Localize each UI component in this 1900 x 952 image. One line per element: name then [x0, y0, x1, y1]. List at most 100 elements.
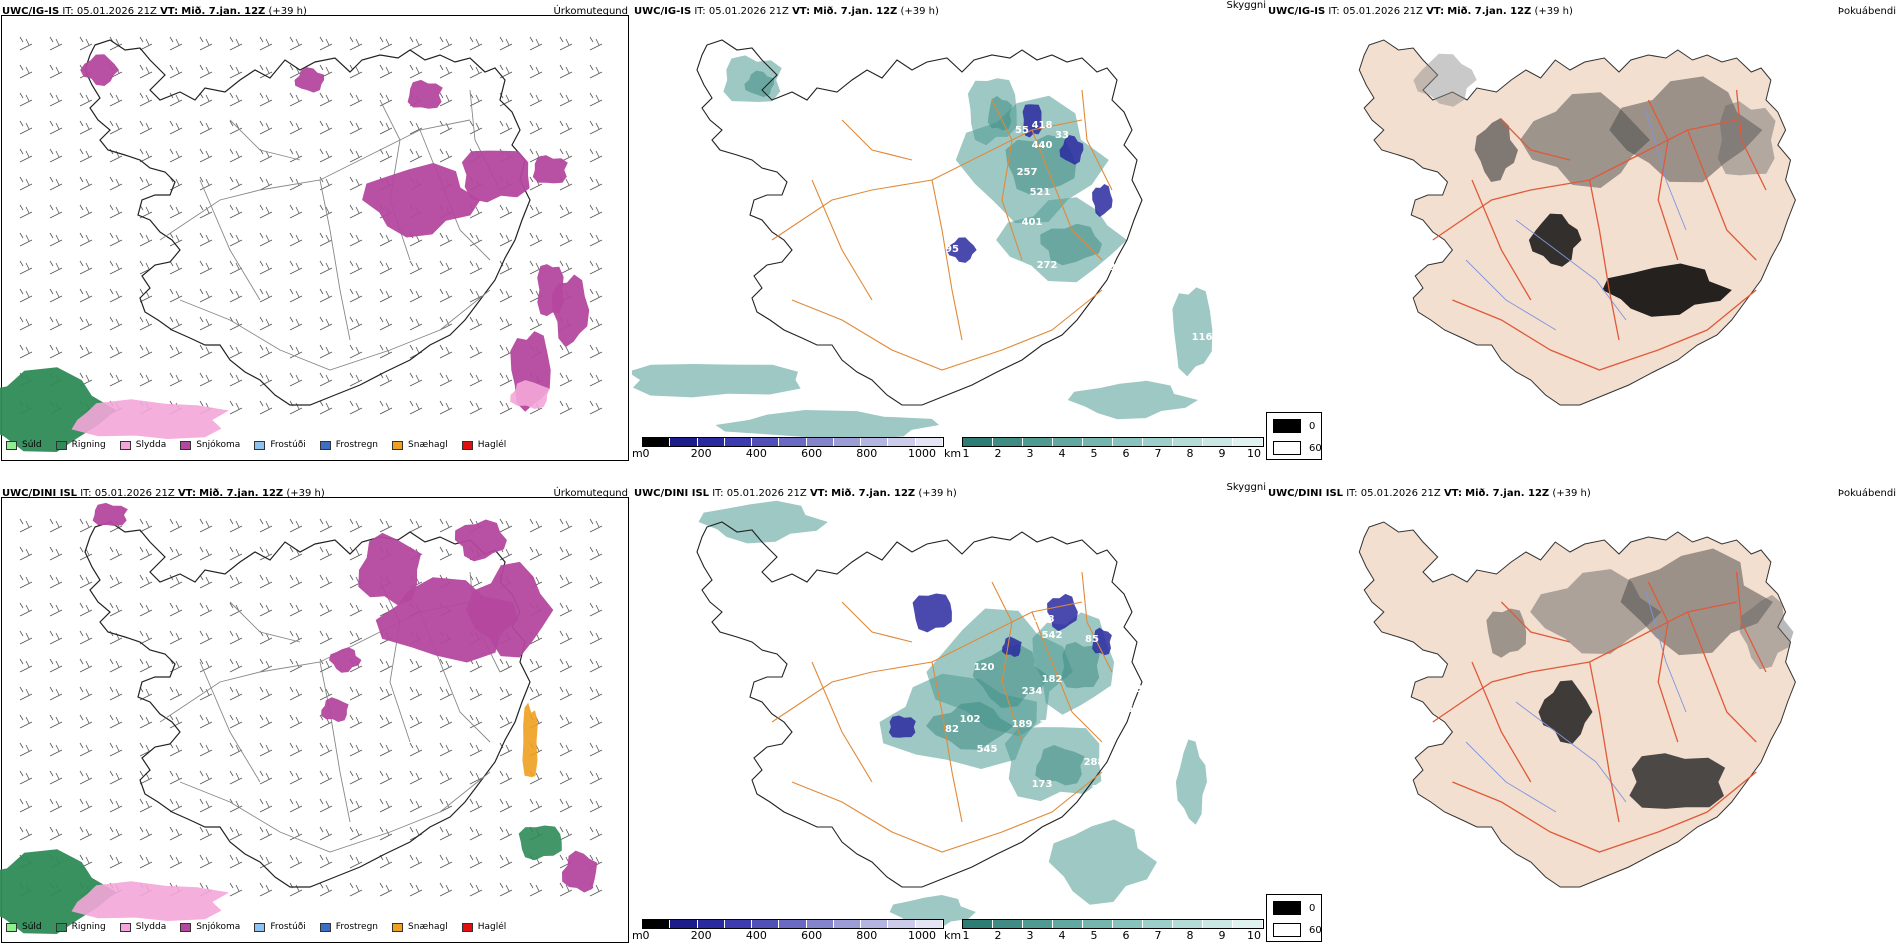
lead-time: (+39 h) [918, 488, 957, 499]
road-line [791, 289, 1103, 371]
ceiling-value-label: 338 [1102, 262, 1123, 273]
ceiling-unit: m [632, 447, 643, 460]
wind-barb [79, 260, 93, 275]
wind-barb [19, 742, 33, 757]
wind-barb [469, 36, 483, 51]
iceland-outline [696, 521, 1143, 888]
wind-barb [259, 826, 273, 841]
forecast-row-bottom: UWC/DINI ISL IT: 05.01.2026 21Z VT: Mið.… [0, 482, 1900, 952]
wind-barb [529, 316, 543, 331]
road-line [1081, 89, 1113, 191]
precip-legend: Súld Rigning Slydda Snjókoma Frostúði Frostre… [6, 918, 520, 936]
precip-legend-item: Frostregn [319, 440, 378, 450]
wind-barb [259, 372, 273, 387]
wind-barb [289, 686, 303, 701]
ceiling-value-label: 288 [1017, 282, 1038, 293]
wind-barb [439, 344, 453, 359]
fog-areas [1413, 53, 1776, 317]
area-patch [1092, 184, 1113, 217]
wind-barb [49, 546, 63, 561]
colorbar-cell [724, 920, 753, 928]
wind-barb [319, 344, 333, 359]
wind-barb [49, 344, 63, 359]
wind-barb [349, 36, 363, 51]
road-line [1452, 289, 1757, 371]
wind-barb [529, 36, 543, 51]
wind-barb [169, 36, 183, 51]
wind-barb [169, 854, 183, 869]
wind-barb [109, 714, 123, 729]
wind-barb [139, 518, 153, 533]
precip-legend-item: Súld [6, 922, 42, 932]
wind-barb [139, 602, 153, 617]
it-value: 05.01.2026 21Z [1342, 6, 1423, 17]
wind-barb [139, 232, 153, 247]
wind-barb [589, 630, 603, 645]
colorbar-tick: 8 [1186, 929, 1194, 942]
wind-barb [589, 574, 603, 589]
roads [159, 571, 501, 853]
wind-barb [349, 204, 363, 219]
wind-barb [349, 882, 363, 897]
colorbar-tick: 6 [1122, 447, 1130, 460]
wind-barb [229, 36, 243, 51]
wind-barb [19, 714, 33, 729]
roads [159, 89, 501, 371]
ceiling-value-label: 173 [1032, 779, 1053, 790]
wind-barb [49, 176, 63, 191]
road-line [1735, 571, 1767, 673]
colorbar-tick: 9 [1218, 447, 1226, 460]
wind-barb [229, 518, 243, 533]
colorbar-tick: 5 [1090, 929, 1098, 942]
ceiling-value-label: 82 [945, 724, 959, 735]
area-patch [1629, 753, 1726, 809]
precip-legend-item: Snjókoma [180, 440, 240, 450]
wind-barb [229, 260, 243, 275]
wind-barb [469, 232, 483, 247]
wind-barb [109, 372, 123, 387]
fog-legend-item: 0 [1273, 419, 1315, 433]
wind-barb [499, 120, 513, 135]
wind-barb [319, 882, 333, 897]
wind-barb [229, 64, 243, 79]
wind-barb [19, 770, 33, 785]
wind-barb [19, 826, 33, 841]
colorbar-tick: 6 [1122, 929, 1130, 942]
colorbar-tick: 3 [1026, 447, 1034, 460]
wind-barb [49, 288, 63, 303]
wind-barb [559, 882, 573, 897]
wind-barb [19, 232, 33, 247]
wind-barb [559, 204, 573, 219]
wind-barb [259, 92, 273, 107]
wind-barb [559, 658, 573, 673]
colorbar-tick: 10 [1247, 447, 1261, 460]
legend-label: Slydda [135, 922, 167, 932]
vt-value: Mið. 7.jan. 12Z [181, 6, 266, 17]
wind-barb [109, 92, 123, 107]
wind-barb [559, 602, 573, 617]
wind-barb [379, 686, 393, 701]
wind-barb [319, 400, 333, 415]
wind-barb [19, 798, 33, 813]
wind-barb [289, 602, 303, 617]
wind-barb [139, 546, 153, 561]
wind-barb [259, 176, 273, 191]
vt-label: VT: [177, 488, 196, 499]
road-line [931, 661, 963, 823]
wind-barb [19, 36, 33, 51]
model-name: UWC/IG-IS [1268, 6, 1326, 17]
colorbar-tick: 5 [1090, 447, 1098, 460]
wind-barb [79, 36, 93, 51]
wind-barb [109, 120, 123, 135]
wind-barb [139, 658, 153, 673]
wind-barb [319, 742, 333, 757]
wind-barb [259, 204, 273, 219]
area-patch [1620, 548, 1773, 656]
wind-barb [139, 344, 153, 359]
legend-swatch [461, 922, 473, 932]
wind-barb [409, 64, 423, 79]
wind-barb [319, 770, 333, 785]
wind-barb [439, 882, 453, 897]
wind-barb [49, 92, 63, 107]
area-patch [1092, 627, 1112, 656]
